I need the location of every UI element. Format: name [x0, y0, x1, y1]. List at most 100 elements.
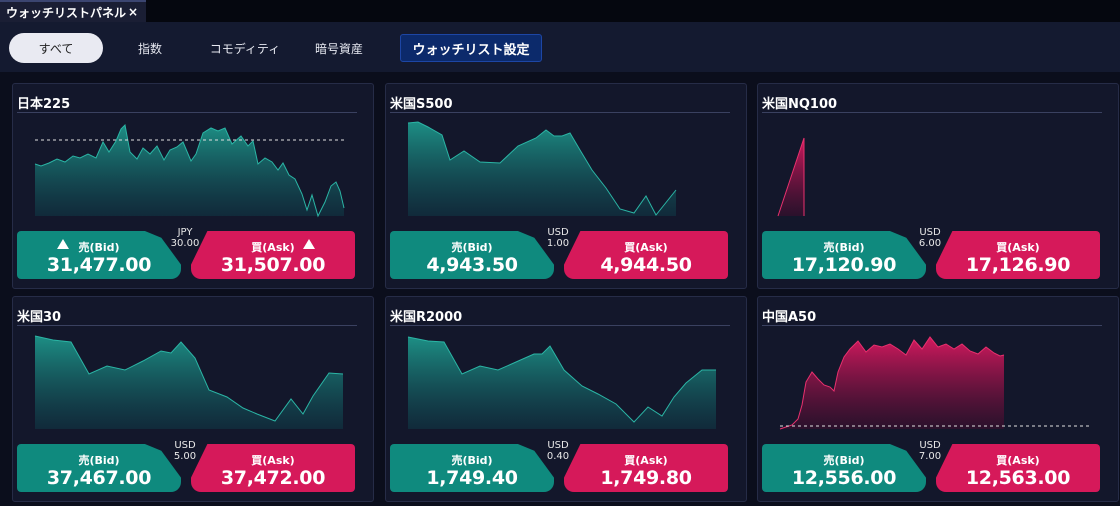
- sell-bid-button[interactable]: 売(Bid) 12,556.00: [762, 444, 926, 492]
- title-divider: [762, 325, 1102, 326]
- instrument-title: 米国R2000: [390, 310, 463, 325]
- spread-value: 30.00: [170, 238, 200, 249]
- price-area: [408, 122, 676, 216]
- price-line: [779, 336, 1005, 430]
- spread-value: 1.00: [546, 238, 570, 249]
- spread-info: USD 6.00: [915, 227, 945, 249]
- instrument-panel[interactable]: 米国S500 売(Bid) 4,943.50 USD 1.00 買(Ask) 4…: [385, 83, 747, 289]
- buy-ask-button[interactable]: 買(Ask) 1,749.80: [564, 444, 728, 492]
- bid-label: 売(Bid): [451, 240, 493, 254]
- instrument-title: 中国A50: [762, 310, 817, 325]
- price-line: [34, 335, 344, 422]
- ask-price: 37,472.00: [220, 466, 326, 489]
- title-divider: [762, 112, 1102, 113]
- bid-label: 売(Bid): [451, 453, 493, 467]
- instrument-title: 日本225: [17, 97, 71, 112]
- triangle-up-icon: [303, 239, 315, 249]
- instrument-title: 米国30: [17, 310, 62, 325]
- title-divider: [17, 112, 357, 113]
- instrument-title: 米国NQ100: [762, 97, 838, 112]
- instrument-panel[interactable]: 米国R2000 売(Bid) 1,749.40 USD 0.40 買(Ask) …: [385, 296, 747, 502]
- ask-label: 買(Ask): [251, 453, 295, 467]
- sell-bid-button[interactable]: 売(Bid) 37,467.00: [17, 444, 181, 492]
- spread-info: USD 5.00: [170, 440, 200, 462]
- buy-ask-button[interactable]: 買(Ask) 12,563.00: [936, 444, 1100, 492]
- spread-currency: USD: [174, 440, 196, 451]
- price-area: [35, 125, 344, 216]
- watchlist-settings-button[interactable]: ウォッチリスト設定: [400, 34, 542, 62]
- spread-info: JPY 30.00: [170, 227, 200, 249]
- spread-currency: USD: [919, 227, 941, 238]
- ask-price: 1,749.80: [600, 466, 692, 489]
- instrument-panel[interactable]: 日本225 売(Bid) 31,477.00 JPY 30.00 買(Ask) …: [12, 83, 374, 289]
- ask-label: 買(Ask): [996, 240, 1040, 254]
- buy-ask-button[interactable]: 買(Ask) 31,507.00: [191, 231, 355, 279]
- price-line: [777, 137, 805, 217]
- sell-bid-button[interactable]: 売(Bid) 1,749.40: [390, 444, 554, 492]
- price-chart: [407, 121, 677, 216]
- price-line: [34, 123, 345, 218]
- price-chart: [34, 123, 345, 218]
- ask-price: 17,126.90: [965, 253, 1071, 276]
- price-line: [407, 121, 677, 216]
- sell-bid-button[interactable]: 売(Bid) 31,477.00: [17, 231, 181, 279]
- ask-price: 4,944.50: [600, 253, 692, 276]
- buy-ask-button[interactable]: 買(Ask) 37,472.00: [191, 444, 355, 492]
- filter-commodity-button[interactable]: コモディティ: [209, 41, 281, 56]
- spread-info: USD 7.00: [915, 440, 945, 462]
- window-titlebar: ウォッチリストパネル ×: [0, 0, 1120, 22]
- buy-ask-button[interactable]: 買(Ask) 17,126.90: [936, 231, 1100, 279]
- ask-price: 12,563.00: [965, 466, 1071, 489]
- title-divider: [390, 112, 730, 113]
- filter-all-button[interactable]: すべて: [9, 33, 103, 63]
- spread-currency: USD: [547, 440, 569, 451]
- tab-watchlist-panel[interactable]: ウォッチリストパネル ×: [0, 0, 146, 22]
- spread-currency: USD: [547, 227, 569, 238]
- bid-label: 売(Bid): [823, 453, 865, 467]
- price-chart: [777, 137, 805, 217]
- spread-currency: USD: [919, 440, 941, 451]
- bid-price: 4,943.50: [426, 253, 518, 276]
- spread-info: USD 0.40: [543, 440, 573, 462]
- instrument-panel[interactable]: 米国NQ100 売(Bid) 17,120.90 USD 6.00 買(Ask)…: [757, 83, 1119, 289]
- spread-value: 5.00: [173, 451, 197, 462]
- filter-index-button[interactable]: 指数: [137, 41, 162, 56]
- bid-label: 売(Bid): [78, 240, 120, 254]
- bid-price: 1,749.40: [426, 466, 518, 489]
- buy-ask-button[interactable]: 買(Ask) 4,944.50: [564, 231, 728, 279]
- ask-price: 31,507.00: [220, 253, 326, 276]
- price-area: [780, 337, 1004, 429]
- price-chart: [779, 336, 1090, 430]
- price-line: [407, 336, 716, 423]
- title-divider: [390, 325, 730, 326]
- filter-crypto-button[interactable]: 暗号資産: [314, 41, 363, 56]
- sell-bid-button[interactable]: 売(Bid) 17,120.90: [762, 231, 926, 279]
- spread-value: 0.40: [546, 451, 570, 462]
- ask-label: 買(Ask): [251, 240, 295, 254]
- bid-price: 31,477.00: [46, 253, 152, 276]
- sell-bid-button[interactable]: 売(Bid) 4,943.50: [390, 231, 554, 279]
- instrument-panel[interactable]: 中国A50 売(Bid) 12,556.00 USD 7.00 買(Ask) 1…: [757, 296, 1119, 502]
- filter-bar: すべて 指数 コモディティ 暗号資産 ウォッチリスト設定: [0, 22, 1120, 72]
- ask-label: 買(Ask): [624, 453, 668, 467]
- instrument-title: 米国S500: [390, 97, 453, 112]
- bid-price: 37,467.00: [46, 466, 152, 489]
- tab-title: ウォッチリストパネル: [6, 5, 127, 20]
- instrument-panel[interactable]: 米国30 売(Bid) 37,467.00 USD 5.00 買(Ask) 37…: [12, 296, 374, 502]
- title-divider: [17, 325, 357, 326]
- price-area: [35, 336, 343, 429]
- spread-info: USD 1.00: [543, 227, 573, 249]
- bid-label: 売(Bid): [78, 453, 120, 467]
- bid-label: 売(Bid): [823, 240, 865, 254]
- triangle-up-icon: [57, 239, 69, 249]
- close-icon[interactable]: ×: [127, 5, 138, 19]
- spread-value: 7.00: [918, 451, 942, 462]
- spread-value: 6.00: [918, 238, 942, 249]
- price-chart: [407, 336, 716, 429]
- bid-price: 12,556.00: [791, 466, 897, 489]
- ask-label: 買(Ask): [624, 240, 668, 254]
- price-area: [408, 337, 716, 429]
- bid-price: 17,120.90: [791, 253, 897, 276]
- ask-label: 買(Ask): [996, 453, 1040, 467]
- spread-currency: JPY: [177, 227, 193, 238]
